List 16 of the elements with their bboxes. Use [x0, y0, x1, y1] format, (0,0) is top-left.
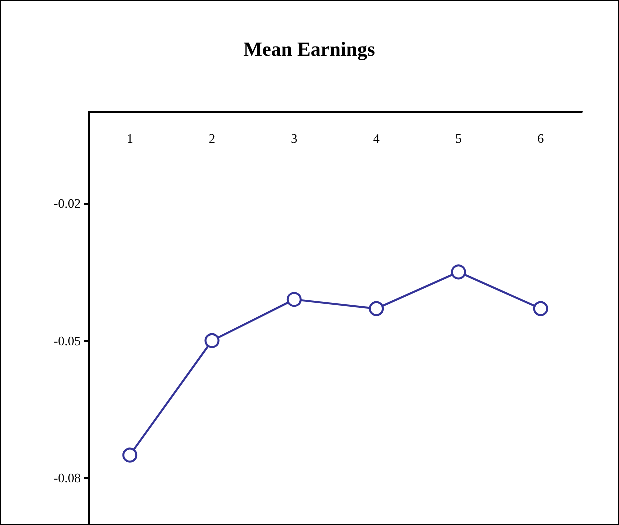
point: [451, 264, 466, 280]
x-tick-label: 3: [291, 131, 298, 146]
point: [204, 333, 220, 348]
x-tick-label: 5: [456, 131, 462, 146]
point: [122, 448, 138, 463]
y-tick-label: -0.02: [54, 196, 81, 212]
y-tick-label: -0.08: [54, 470, 81, 486]
y-tick-label: -0.05: [54, 333, 81, 348]
chart-title: Mean Earnings: [244, 39, 376, 61]
x-tick-label: 2: [209, 131, 216, 146]
point: [369, 301, 384, 316]
point: [533, 301, 548, 316]
x-tick-label: 1: [126, 131, 134, 146]
x-tick-label: 4: [373, 131, 380, 146]
point: [286, 292, 302, 308]
x-tick-label: 6: [538, 131, 545, 146]
